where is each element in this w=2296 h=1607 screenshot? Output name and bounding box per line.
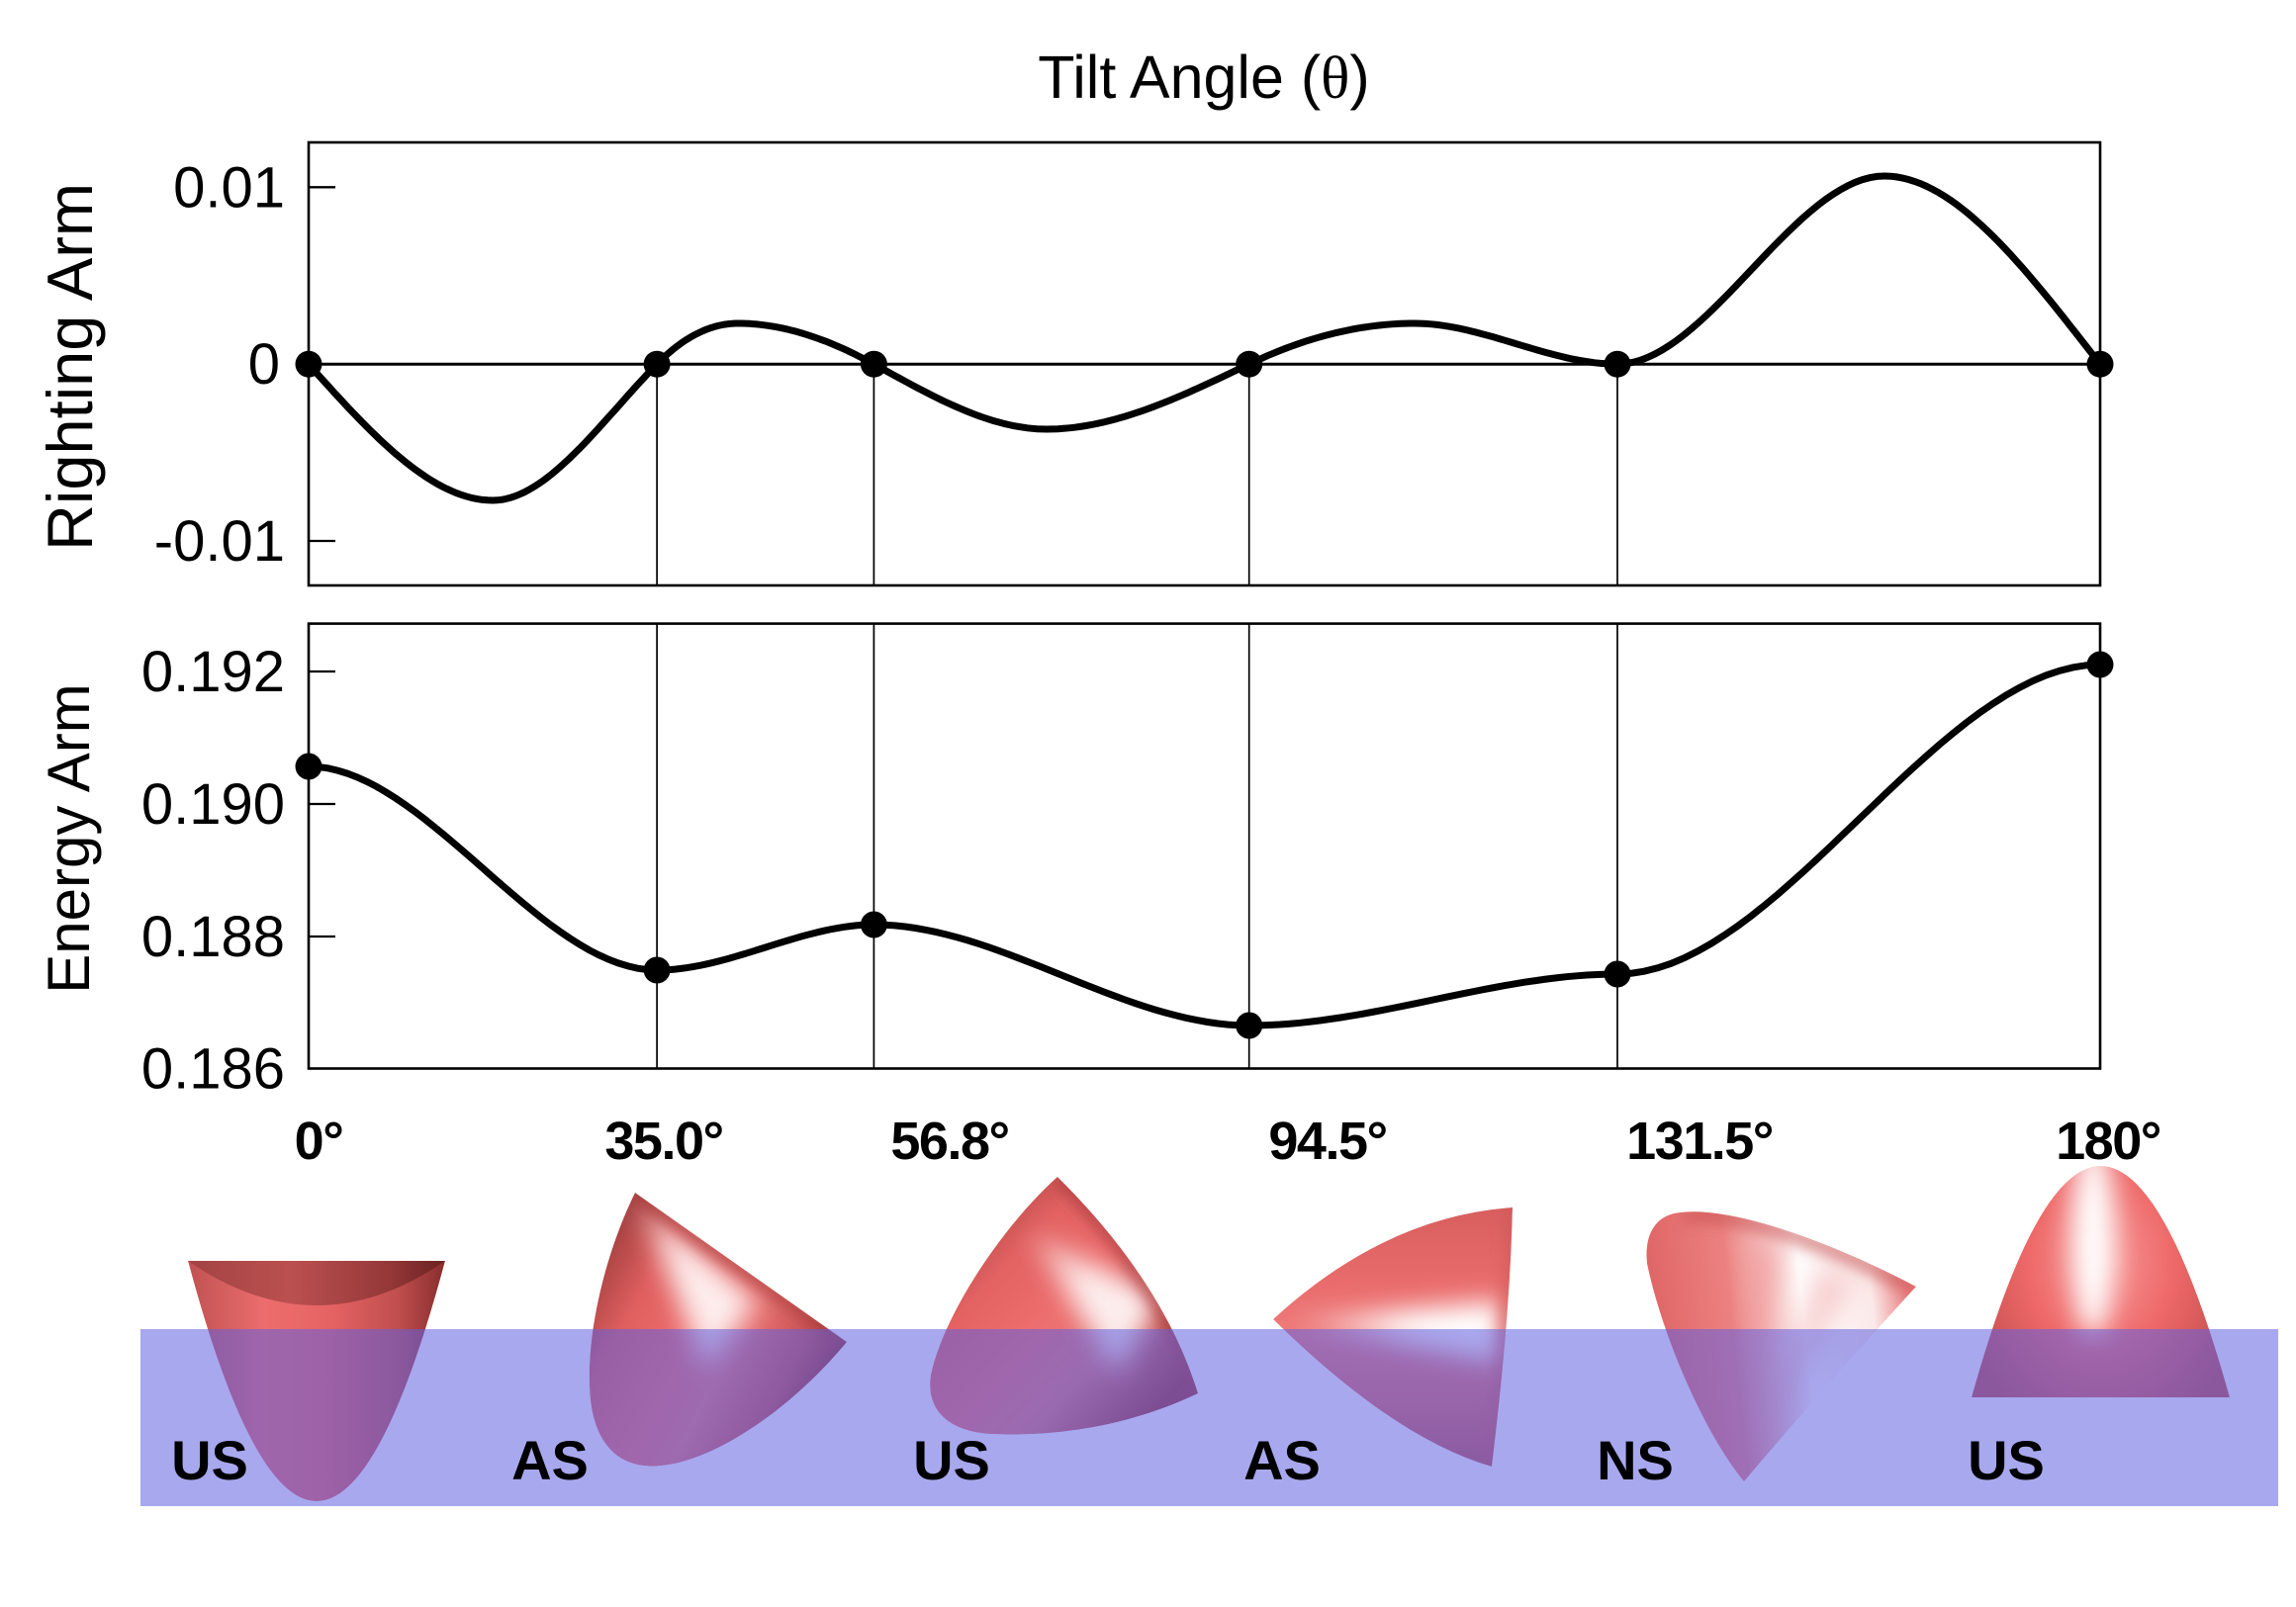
svg-text:35.0°: 35.0° (604, 1112, 722, 1171)
svg-text:AS: AS (1243, 1429, 1321, 1491)
svg-text:0.186: 0.186 (141, 1037, 285, 1102)
svg-text:US: US (171, 1429, 248, 1491)
svg-text:Righting Arm: Righting Arm (34, 183, 106, 551)
svg-text:180°: 180° (2056, 1112, 2160, 1171)
svg-text:0.192: 0.192 (141, 640, 285, 704)
svg-text:US: US (913, 1429, 990, 1491)
svg-text:94.5°: 94.5° (1268, 1112, 1386, 1171)
svg-text:-0.01: -0.01 (154, 509, 285, 574)
svg-text:131.5°: 131.5° (1626, 1112, 1773, 1171)
svg-text:US: US (1968, 1429, 2045, 1491)
svg-text:0: 0 (248, 332, 280, 397)
svg-text:NS: NS (1597, 1429, 1674, 1491)
svg-text:0.188: 0.188 (141, 905, 285, 969)
svg-text:0.01: 0.01 (173, 155, 285, 220)
svg-text:Energy Arm: Energy Arm (36, 683, 102, 993)
svg-text:0°: 0° (295, 1112, 343, 1171)
svg-text:AS: AS (511, 1429, 589, 1491)
svg-text:56.8°: 56.8° (890, 1112, 1008, 1171)
svg-text:Tilt Angle (θ): Tilt Angle (θ) (1038, 44, 1369, 112)
svg-text:0.190: 0.190 (141, 772, 285, 837)
